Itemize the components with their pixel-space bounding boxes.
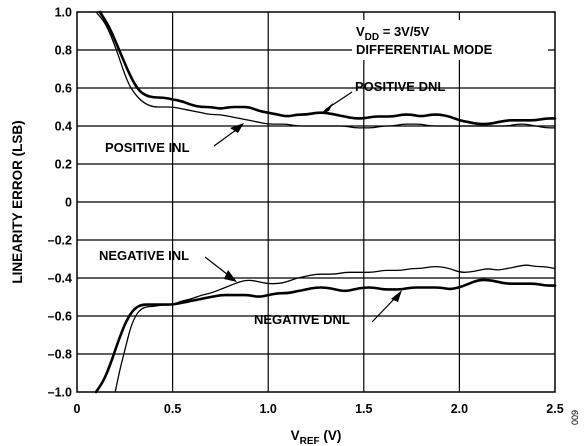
x-tick-label: 2.0 <box>451 402 468 416</box>
negative-dnl-label: NEGATIVE DNL <box>254 312 350 327</box>
y-tick-label: 0 <box>65 196 72 210</box>
tick-labels: 0 0.5 1.0 1.5 2.0 2.5 1.0 0.8 0.6 0.4 0.2 0 –0.2 –0.4… <box>48 6 564 417</box>
x-tick-label: 0 <box>74 402 81 416</box>
y-tick-label: –0.8 <box>48 348 72 362</box>
y-tick-label: 0.8 <box>55 44 72 58</box>
positive-dnl-line <box>98 10 557 126</box>
y-tick-label: 0.2 <box>55 158 72 172</box>
negative-inl-label: NEGATIVE INL <box>99 248 189 263</box>
negative-dnl-arrowhead <box>391 290 402 302</box>
x-tick-label: 1.5 <box>355 402 372 416</box>
y-tick-label: 1.0 <box>55 6 72 20</box>
y-tick-label: –0.4 <box>48 272 72 286</box>
y-tick-label: –0.2 <box>48 234 72 248</box>
y-tick-label: –1.0 <box>48 386 72 400</box>
negative-dnl-line <box>94 278 557 394</box>
positive-inl-label: POSITIVE INL <box>105 140 190 155</box>
negative-inl-line <box>114 264 556 393</box>
series-group <box>94 10 557 394</box>
condition-vdd-label: VDD = 3V/5V <box>356 24 430 43</box>
x-tick-label: 0.5 <box>164 402 181 416</box>
negative-inl-arrowhead <box>224 270 237 282</box>
condition-text-background <box>352 20 548 60</box>
y-tick-label: –0.6 <box>48 310 72 324</box>
positive-dnl-label: POSITIVE DNL <box>355 79 445 94</box>
annotations-group: VDD = 3V/5V DIFFERENTIAL MODE POSITIVE D… <box>10 24 580 446</box>
y-axis-title: LINEARITY ERROR (LSB) <box>10 120 25 283</box>
positive-dnl-arrowhead <box>320 103 333 114</box>
y-tick-label: 0.4 <box>55 120 72 134</box>
figure-id: 009 <box>570 410 580 425</box>
x-tick-label: 1.0 <box>260 402 277 416</box>
condition-mode-label: DIFFERENTIAL MODE <box>356 42 493 57</box>
grid-lines <box>77 12 555 392</box>
y-tick-label: 0.6 <box>55 82 72 96</box>
x-tick-label: 2.5 <box>546 402 563 416</box>
plot-frame <box>76 11 556 393</box>
x-axis-title: VREF (V) <box>291 428 342 446</box>
positive-inl-arrowhead <box>230 123 244 133</box>
positive-inl-line <box>95 11 556 129</box>
